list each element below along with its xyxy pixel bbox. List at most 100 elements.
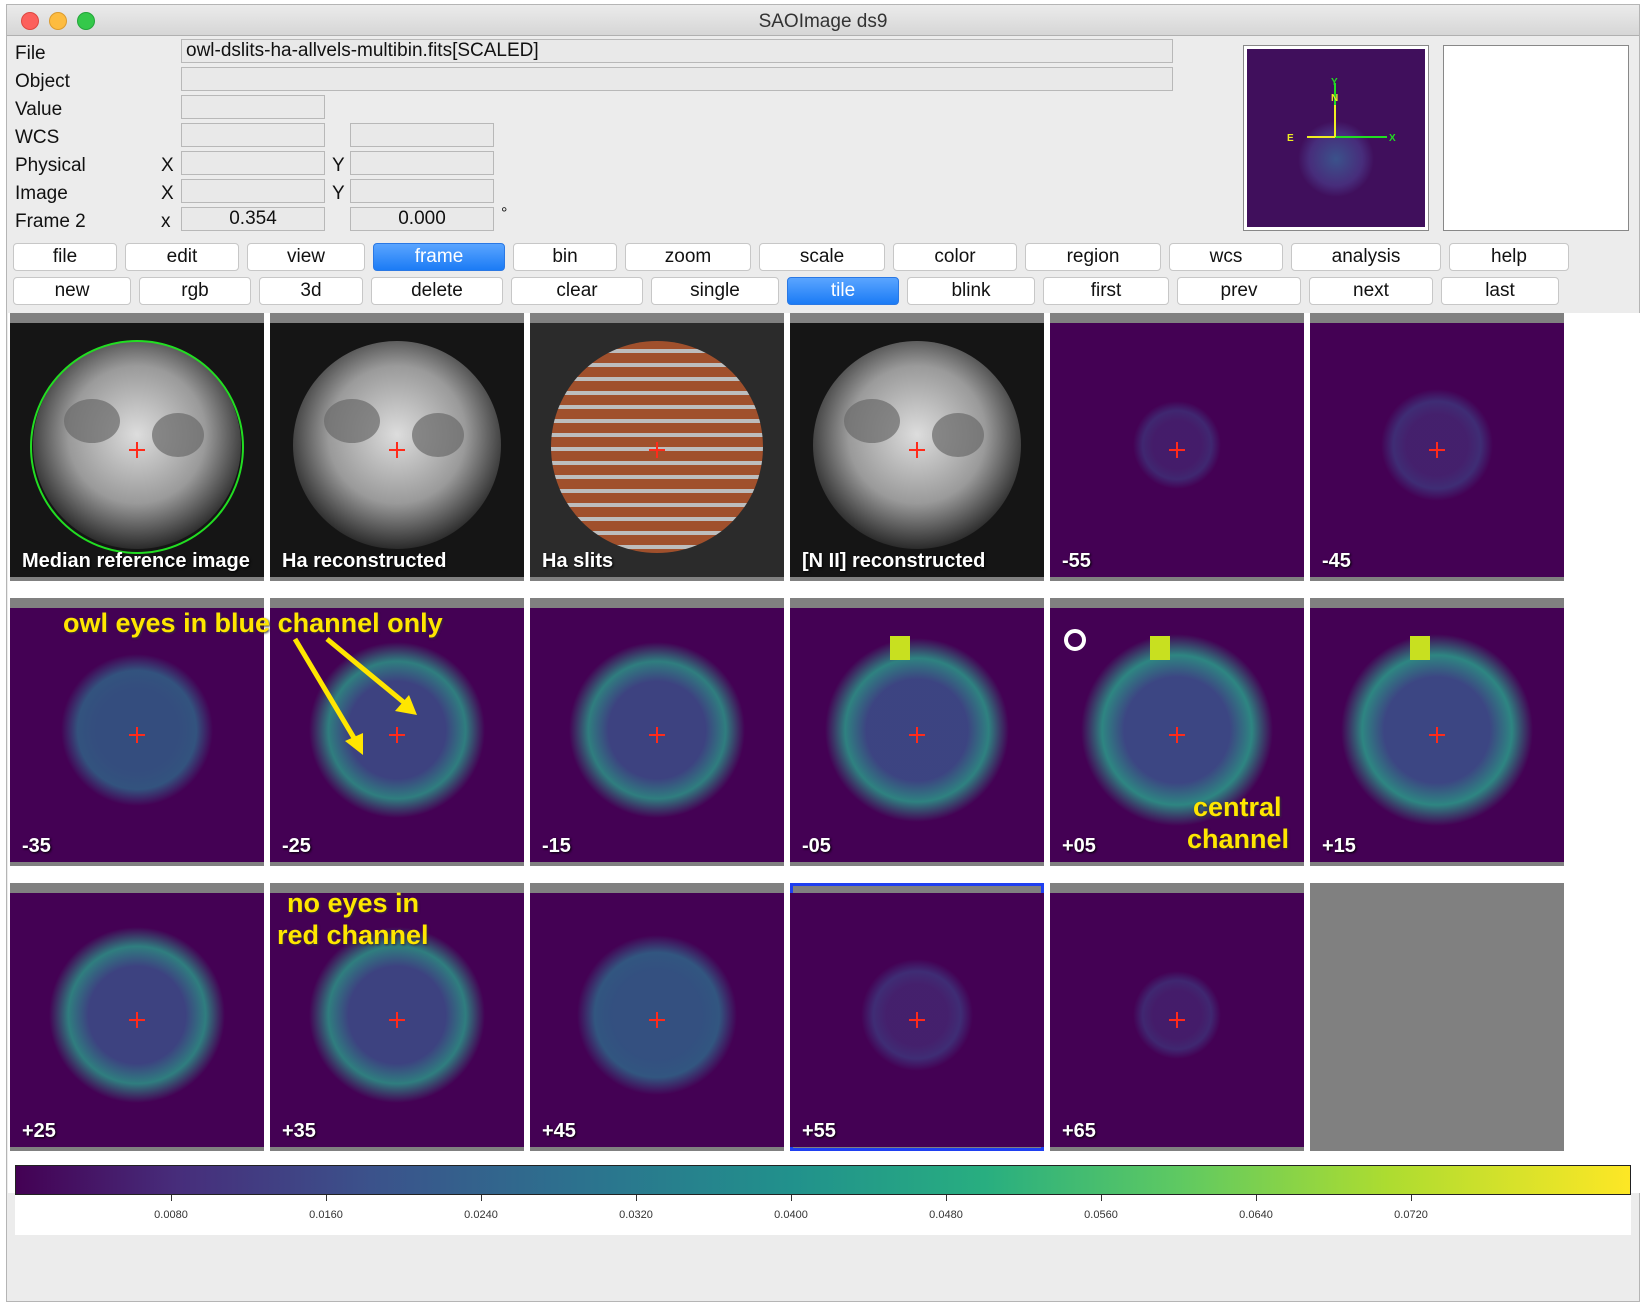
frame-image: [530, 323, 784, 577]
frame-label: +05: [1062, 835, 1096, 857]
frame-tile[interactable]: -45: [1310, 313, 1564, 581]
crosshair-icon: [1169, 442, 1185, 458]
colorbar-tick-label: 0.0320: [619, 1209, 653, 1221]
annotation-no-eyes: no eyes in: [287, 888, 420, 918]
frame-image: [270, 893, 524, 1147]
minimize-window-button[interactable]: [49, 12, 67, 30]
frame-y-field: 0.000: [350, 207, 494, 231]
frame-tile[interactable]: [N II] reconstructed: [790, 313, 1044, 581]
colorbar-tick: [946, 1195, 947, 1201]
image-y-field: [350, 179, 494, 203]
frame-label: Frame 2: [15, 211, 86, 232]
panner[interactable]: N Y E X: [1243, 45, 1429, 231]
frame-tile[interactable]: +15: [1310, 598, 1564, 866]
menu-scale-button[interactable]: scale: [759, 243, 885, 271]
menu-region-button[interactable]: region: [1025, 243, 1161, 271]
frame-next-button[interactable]: next: [1309, 277, 1433, 305]
ds9-window: SAOImage ds9 File owl-dslits-ha-allvels-…: [6, 4, 1640, 1302]
frame-x-label: x: [161, 211, 171, 232]
menu-wcs-button[interactable]: wcs: [1169, 243, 1283, 271]
frame-clear-button[interactable]: clear: [511, 277, 643, 305]
frame-label: -25: [282, 835, 311, 857]
menu-zoom-button[interactable]: zoom: [625, 243, 751, 271]
colorbar-tick: [636, 1195, 637, 1201]
frame-prev-button[interactable]: prev: [1177, 277, 1301, 305]
colorbar-tick-label: 0.0080: [154, 1209, 188, 1221]
frame-image: [1050, 608, 1304, 862]
object-label: Object: [15, 71, 70, 92]
menu-edit-button[interactable]: edit: [125, 243, 239, 271]
menu-color-button[interactable]: color: [893, 243, 1017, 271]
colorbar[interactable]: [15, 1165, 1631, 1195]
frame-tile-button[interactable]: tile: [787, 277, 899, 305]
frame-tile[interactable]: +05: [1050, 598, 1304, 866]
crosshair-icon: [649, 442, 665, 458]
colorbar-tick-label: 0.0160: [309, 1209, 343, 1221]
annotation-red-channel: red channel: [277, 920, 429, 950]
frame-label: Ha slits: [542, 550, 614, 572]
crosshair-icon: [389, 727, 405, 743]
frame-tile[interactable]: -25: [270, 598, 524, 866]
frame-single-button[interactable]: single: [651, 277, 779, 305]
crosshair-icon: [1169, 1012, 1185, 1028]
frame-label: +15: [1322, 835, 1356, 857]
colorbar-tick: [1101, 1195, 1102, 1201]
frame-tile[interactable]: Median reference image: [10, 313, 264, 581]
frame-image: [1310, 323, 1564, 577]
crosshair-icon: [129, 442, 145, 458]
menu-frame-button[interactable]: frame: [373, 243, 505, 271]
menu-help-button[interactable]: help: [1449, 243, 1569, 271]
frame-tile[interactable]: +25: [10, 883, 264, 1151]
zoom-window-button[interactable]: [77, 12, 95, 30]
frame-tile[interactable]: -55: [1050, 313, 1304, 581]
panner-compass: N Y E X: [1287, 77, 1396, 197]
frame-image: [270, 323, 524, 577]
frame-image: [10, 608, 264, 862]
crosshair-icon: [909, 442, 925, 458]
colorbar-tick: [1411, 1195, 1412, 1201]
frame-tile[interactable]: +65: [1050, 883, 1304, 1151]
frame-delete-button[interactable]: delete: [371, 277, 503, 305]
frame-first-button[interactable]: first: [1043, 277, 1169, 305]
menu-bin-button[interactable]: bin: [513, 243, 617, 271]
frame-x-field: 0.354: [181, 207, 325, 231]
frame-3d-button[interactable]: 3d: [259, 277, 363, 305]
crosshair-icon: [1429, 727, 1445, 743]
frame-blink-button[interactable]: blink: [907, 277, 1035, 305]
region-circle-icon[interactable]: [1064, 629, 1086, 651]
object-field: [181, 67, 1173, 91]
frame-rgb-button[interactable]: rgb: [139, 277, 251, 305]
colorbar-tick: [326, 1195, 327, 1201]
menu-view-button[interactable]: view: [247, 243, 365, 271]
close-window-button[interactable]: [21, 12, 39, 30]
frame-label: +65: [1062, 1120, 1096, 1142]
frame-tile[interactable]: -15: [530, 598, 784, 866]
colorbar-tick: [481, 1195, 482, 1201]
frame-tile[interactable]: -05: [790, 598, 1044, 866]
frame-tile[interactable]: +45: [530, 883, 784, 1151]
frame-canvas: [1050, 893, 1304, 1147]
frame-new-button[interactable]: new: [13, 277, 131, 305]
colorbar-tick: [791, 1195, 792, 1201]
image-display[interactable]: Median reference image Ha reconstructed Ha…: [8, 313, 1640, 1193]
frame-tile[interactable]: +55: [790, 883, 1044, 1151]
frame-last-button[interactable]: last: [1441, 277, 1559, 305]
frame-image: [790, 608, 1044, 862]
frame-label: Median reference image: [22, 550, 250, 572]
frame-tile[interactable]: Ha reconstructed: [270, 313, 524, 581]
frame-tile[interactable]: -35: [10, 598, 264, 866]
frame-image: [270, 608, 524, 862]
menu-analysis-button[interactable]: analysis: [1291, 243, 1441, 271]
crosshair-icon: [649, 1012, 665, 1028]
frame-tile[interactable]: +35: [270, 883, 524, 1151]
menu-file-button[interactable]: file: [13, 243, 117, 271]
frame-canvas: [270, 608, 524, 862]
crosshair-icon: [1169, 727, 1185, 743]
physical-label: Physical: [15, 155, 86, 176]
crosshair-icon: [649, 727, 665, 743]
frame-tile[interactable]: Ha slits: [530, 313, 784, 581]
frame-label: +45: [542, 1120, 576, 1142]
value-label: Value: [15, 99, 63, 120]
colorbar-tick-label: 0.0480: [929, 1209, 963, 1221]
frame-image: [10, 893, 264, 1147]
